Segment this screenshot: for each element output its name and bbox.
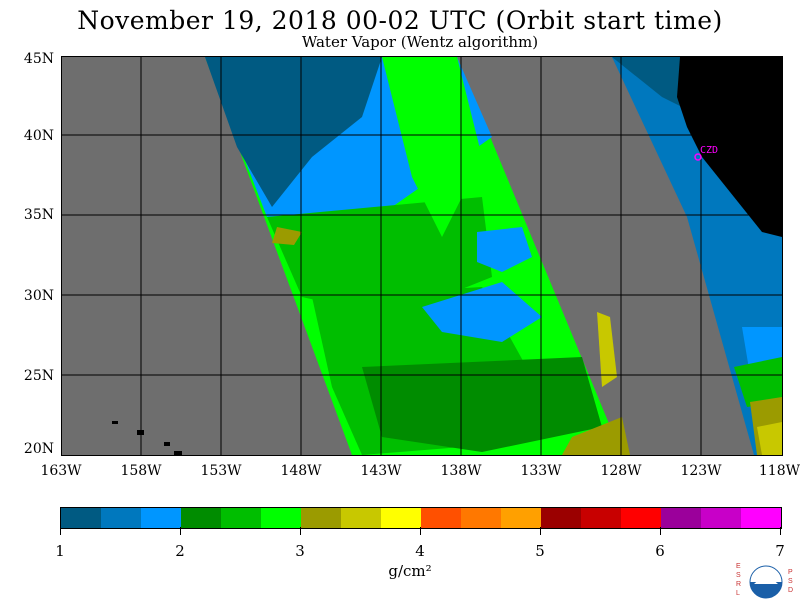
colorbar-label-5: 5 [535,542,545,560]
hawaiian-islands [112,421,182,455]
lon-label-148w: 148W [280,463,322,479]
lon-label-163w: 163W [40,463,82,479]
colorbar-swatch [581,508,621,528]
colorbar-label-2: 2 [175,542,185,560]
colorbar-swatch [741,508,781,528]
colorbar-swatch [501,508,541,528]
map-canvas [62,57,782,455]
lat-label-20n: 20N [23,441,54,457]
colorbar-swatch [381,508,421,528]
lon-label-123w: 123W [680,463,722,479]
colorbar [60,507,782,529]
station-label: CZD [700,145,719,156]
lat-label-40n: 40N [23,128,54,144]
colorbar-swatch [461,508,501,528]
lat-label-45n: 45N [23,51,54,67]
colorbar-swatch [541,508,581,528]
lat-label-30n: 30N [23,288,54,304]
colorbar-tick [660,527,661,535]
lon-label-138w: 138W [440,463,482,479]
colorbar-swatch [341,508,381,528]
colorbar-label-6: 6 [655,542,665,560]
colorbar-swatch [701,508,741,528]
colorbar-swatch [621,508,661,528]
logo-center-text: NOAA [757,580,775,586]
california-coast-land [677,57,782,237]
colorbar-tick [540,527,541,535]
lon-label-128w: 128W [600,463,642,479]
lat-lon-grid [62,57,782,455]
lat-label-25n: 25N [23,368,54,384]
noaa-esrl-psd-logo: NOAA ESRL PSD [736,560,796,600]
lon-label-158w: 158W [120,463,162,479]
map-subtitle: Water Vapor (Wentz algorithm) [301,33,539,51]
water-vapor-map [61,56,783,456]
colorbar-swatch [141,508,181,528]
colorbar-tick [180,527,181,535]
colorbar-swatch [101,508,141,528]
colorbar-swatch [261,508,301,528]
colorbar-swatch [661,508,701,528]
colorbar-swatch [421,508,461,528]
colorbar-label-1: 1 [55,542,65,560]
logo-psd-letters: PSD [788,569,794,594]
colorbar-tick [780,527,781,535]
left-swath [205,57,630,455]
lon-label-133w: 133W [520,463,562,479]
colorbar-swatch [301,508,341,528]
colorbar-swatch [61,508,101,528]
colorbar-tick [60,527,61,535]
colorbar-label-3: 3 [295,542,305,560]
map-title: November 19, 2018 00-02 UTC (Orbit start… [77,6,723,35]
colorbar-swatch [221,508,261,528]
lon-label-118w: 118W [758,463,800,479]
colorbar-label-4: 4 [415,542,425,560]
station-marker [694,153,702,161]
logo-esrl-letters: ESRL [736,563,742,597]
colorbar-label-7: 7 [775,542,785,560]
colorbar-tick [300,527,301,535]
colorbar-tick [420,527,421,535]
colorbar-swatch [181,508,221,528]
colorbar-unit-label: g/cm² [388,562,432,580]
lat-label-35n: 35N [23,207,54,223]
lon-label-143w: 143W [360,463,402,479]
lon-label-153w: 153W [200,463,242,479]
